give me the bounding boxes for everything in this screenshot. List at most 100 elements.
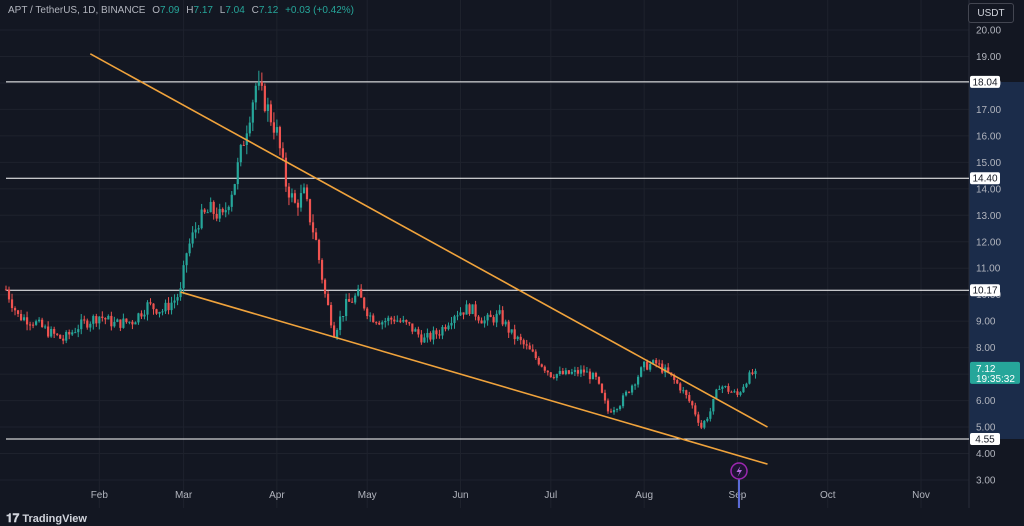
candle-body bbox=[561, 370, 564, 375]
candle-body bbox=[35, 321, 38, 325]
candle-body bbox=[688, 395, 691, 402]
candle-body bbox=[10, 299, 14, 309]
candle-body bbox=[354, 295, 357, 303]
candle-body bbox=[308, 199, 312, 223]
tradingview-logo[interactable]: 𝟏𝟕 TradingView bbox=[6, 511, 87, 526]
candle-body bbox=[293, 193, 297, 203]
candle-body bbox=[501, 310, 504, 325]
symbol-legend[interactable]: APT / TetherUS, 1D, BINANCE O7.09 H7.17 … bbox=[8, 5, 354, 16]
candle-body bbox=[242, 144, 245, 146]
level-label: 4.55 bbox=[975, 434, 995, 445]
symbol-title[interactable]: APT / TetherUS, 1D, BINANCE bbox=[8, 5, 146, 16]
candle-body bbox=[618, 406, 622, 410]
candle-body bbox=[655, 360, 658, 364]
open-value: 7.09 bbox=[160, 5, 180, 16]
candle-body bbox=[351, 301, 354, 303]
close-label: C bbox=[251, 5, 259, 16]
candle-body bbox=[342, 316, 345, 318]
price-tick-label: 16.00 bbox=[976, 131, 1001, 142]
candle-body bbox=[528, 345, 531, 350]
candle-body bbox=[284, 157, 288, 187]
candle-body bbox=[326, 293, 330, 306]
candle-body bbox=[480, 320, 483, 324]
candle-body bbox=[748, 372, 751, 384]
candle-body bbox=[41, 319, 44, 327]
candle-body bbox=[649, 364, 652, 370]
price-tick-label: 3.00 bbox=[976, 475, 996, 486]
candle-body bbox=[483, 320, 486, 324]
candle-body bbox=[140, 313, 143, 317]
candle-body bbox=[537, 358, 540, 365]
candle-body bbox=[426, 332, 429, 338]
candle-body bbox=[546, 370, 549, 373]
candle-body bbox=[281, 148, 285, 158]
candle-body bbox=[435, 330, 438, 335]
candle-body bbox=[712, 398, 715, 412]
candle-body bbox=[585, 371, 589, 373]
candle-body bbox=[492, 317, 495, 323]
candle-body bbox=[417, 329, 420, 335]
currency-button[interactable]: USDT bbox=[968, 3, 1014, 23]
candle-body bbox=[531, 349, 534, 352]
candle-body bbox=[694, 405, 697, 415]
price-tick-label: 12.00 bbox=[976, 237, 1001, 248]
price-tick-label: 4.00 bbox=[976, 449, 996, 460]
time-axis[interactable]: Feb Mar Apr May Jun Jul Aug Sep Oct Nov bbox=[91, 490, 930, 501]
candle-body bbox=[80, 319, 83, 330]
candle-body bbox=[110, 315, 113, 327]
candle-body bbox=[233, 184, 236, 195]
level-label: 18.04 bbox=[972, 77, 997, 88]
candle-body bbox=[658, 363, 661, 365]
trendline-lower[interactable] bbox=[180, 291, 768, 465]
trendline-upper[interactable] bbox=[89, 53, 768, 428]
candle-body bbox=[74, 332, 77, 334]
candle-body bbox=[44, 326, 47, 328]
low-label: L bbox=[219, 5, 226, 16]
candle-body bbox=[612, 409, 616, 413]
candle-body bbox=[573, 370, 576, 372]
candle-body bbox=[363, 297, 366, 309]
event-marker[interactable] bbox=[730, 462, 748, 508]
horizontal-levels[interactable] bbox=[6, 81, 969, 440]
candle-body bbox=[13, 308, 17, 311]
candle-body bbox=[266, 104, 269, 111]
candle-body bbox=[582, 369, 586, 373]
high-value: 7.17 bbox=[193, 5, 213, 16]
candle-body bbox=[7, 289, 11, 300]
price-tick-label: 17.00 bbox=[976, 105, 1001, 116]
candle-body bbox=[375, 322, 378, 324]
candle-body bbox=[558, 370, 561, 375]
candle-body bbox=[420, 334, 423, 343]
candle-body bbox=[209, 201, 212, 213]
candle-body bbox=[615, 409, 619, 411]
candle-body bbox=[543, 366, 546, 371]
candle-body bbox=[188, 243, 191, 254]
price-tick-label: 9.00 bbox=[976, 317, 996, 328]
lightning-icon-glyph bbox=[736, 466, 742, 477]
current-price-box bbox=[970, 361, 1020, 384]
candle-body bbox=[516, 336, 519, 340]
trendlines[interactable] bbox=[89, 53, 768, 465]
candle-body bbox=[640, 367, 643, 377]
price-tick-label: 8.00 bbox=[976, 343, 996, 354]
candle-body bbox=[730, 391, 733, 393]
candle-body bbox=[248, 122, 251, 134]
candle-body bbox=[450, 322, 453, 326]
candle-body bbox=[320, 259, 324, 280]
candle-body bbox=[441, 327, 444, 336]
candle-body bbox=[534, 351, 537, 359]
candle-body bbox=[715, 389, 718, 399]
candle-body bbox=[332, 325, 336, 338]
candle-body bbox=[323, 279, 327, 294]
candle-body bbox=[290, 193, 294, 198]
candle-body bbox=[200, 209, 203, 229]
candle-body bbox=[89, 323, 92, 328]
candle-body bbox=[679, 383, 682, 391]
candle-body bbox=[495, 313, 498, 323]
candle-body bbox=[158, 311, 161, 314]
candle-body bbox=[576, 370, 579, 374]
candle-body bbox=[465, 304, 468, 315]
candle-body bbox=[633, 384, 637, 386]
